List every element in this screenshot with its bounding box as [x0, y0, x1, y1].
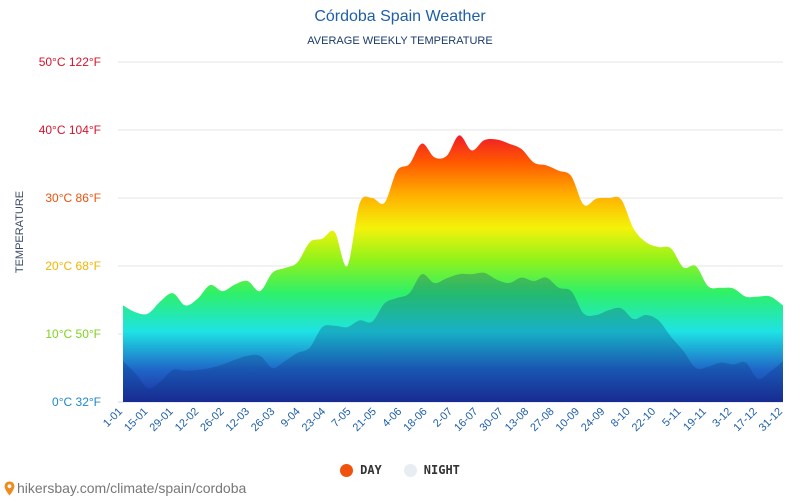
x-tick-label: 10-09 [554, 406, 582, 434]
y-tick-label: 40°C 104°F [39, 123, 101, 137]
x-tick-label: 16-07 [452, 406, 480, 434]
x-tick-label: 13-08 [503, 406, 531, 434]
legend-day-label: DAY [360, 463, 382, 477]
x-tick-label: 12-02 [173, 406, 201, 434]
series-night-shade [123, 272, 783, 402]
x-tick-label: 21-05 [351, 406, 379, 434]
x-tick-label: 19-11 [681, 406, 709, 434]
x-tick-label: 18-06 [401, 406, 429, 434]
y-tick-label: 0°C 32°F [52, 395, 101, 409]
legend-item-night[interactable]: NIGHT [403, 463, 460, 477]
y-tick-label: 50°C 122°F [39, 55, 101, 69]
legend: DAY NIGHT [0, 463, 800, 477]
night-dot-icon [403, 463, 417, 477]
x-tick-label: 5-11 [660, 406, 683, 429]
map-pin-icon [4, 481, 15, 495]
chart-subtitle: AVERAGE WEEKLY TEMPERATURE [307, 35, 493, 47]
x-tick-label: 23-04 [300, 406, 328, 434]
source-text: hikersbay.com/climate/spain/cordoba [17, 480, 247, 496]
x-tick-label: 24-09 [579, 406, 607, 434]
series-night-area[interactable] [123, 272, 783, 402]
x-tick-label: 27-08 [528, 406, 556, 434]
y-tick-label: 20°C 68°F [45, 259, 101, 273]
x-tick-label: 22-10 [630, 406, 658, 434]
x-tick-label: 26-03 [249, 406, 277, 434]
x-tick-label: 12-03 [224, 406, 252, 434]
legend-night-label: NIGHT [423, 463, 460, 477]
y-tick-label: 10°C 50°F [45, 327, 101, 341]
x-tick-label: 30-07 [478, 406, 506, 434]
day-dot-icon [340, 463, 354, 477]
x-tick-label: 17-12 [731, 406, 759, 434]
y-tick-label: 30°C 86°F [45, 191, 101, 205]
x-tick-label: 15-01 [122, 406, 150, 434]
chart-title: Córdoba Spain Weather [314, 8, 486, 25]
x-tick-label: 29-01 [148, 406, 176, 434]
x-tick-label: 31-12 [757, 406, 785, 434]
x-tick-label: 26-02 [198, 406, 226, 434]
source-link[interactable]: hikersbay.com/climate/spain/cordoba [4, 480, 246, 496]
legend-item-day[interactable]: DAY [340, 463, 382, 477]
